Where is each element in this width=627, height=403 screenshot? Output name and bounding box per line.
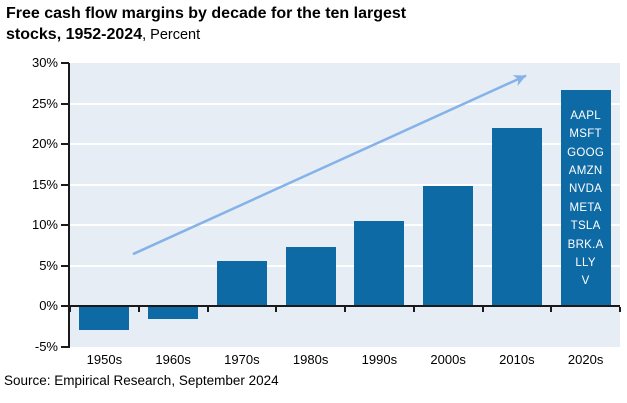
ticker-label: BRK.A — [567, 238, 604, 251]
ticker-label: AAPL — [570, 109, 601, 122]
x-axis-label: 1970s — [224, 352, 260, 367]
gridline-5 — [70, 264, 620, 267]
y-axis-label: 0% — [39, 298, 58, 314]
x-tick-6 — [481, 307, 484, 313]
x-axis-label: 2000s — [430, 352, 466, 367]
y-tick-30 — [61, 62, 69, 64]
y-axis-label: -5% — [34, 339, 58, 354]
bar-2020s: AAPL MSFT GOOG AMZN NVDA META TSLA BRK.A LLY V — [560, 89, 611, 306]
y-tick-10 — [61, 224, 69, 227]
x-axis-label: 1960s — [155, 352, 191, 367]
x-axis-label: 1980s — [292, 352, 329, 367]
bar-1950s — [79, 307, 130, 330]
y-axis-label: 10% — [31, 217, 58, 233]
gridline-25 — [70, 102, 620, 105]
x-tick-2 — [206, 307, 209, 313]
x-axis-label: 1990s — [361, 352, 398, 367]
y-axis-label: 25% — [31, 95, 58, 111]
bar-1980s — [285, 247, 336, 306]
ticker-label: TSLA — [570, 220, 601, 233]
bar-2010s — [491, 127, 542, 306]
x-axis-line — [68, 305, 620, 308]
x-axis-label: 2020s — [567, 352, 604, 367]
bar-ticker-list: AAPL MSFT GOOG AMZN NVDA META TSLA BRK.A LLY V — [561, 107, 611, 291]
y-axis-label: 20% — [31, 136, 58, 152]
y-tick--5 — [61, 346, 69, 348]
y-axis-label: 30% — [31, 55, 58, 70]
x-tick-4 — [344, 307, 346, 313]
y-tick-20 — [61, 143, 69, 146]
source-note: Source: Empirical Research, September 20… — [4, 373, 279, 388]
ticker-label: AMZN — [568, 164, 603, 177]
y-axis-label: 5% — [39, 257, 58, 273]
ticker-label: NVDA — [569, 183, 603, 196]
y-axis-label: 15% — [31, 176, 58, 192]
ticker-label: GOOG — [567, 146, 605, 159]
y-tick-5 — [61, 264, 69, 267]
chart-title-line1: Free cash flow margins by decade for the… — [6, 5, 407, 22]
bar-1990s — [354, 221, 405, 306]
y-tick-15 — [61, 183, 69, 186]
ticker-label: LLY — [575, 257, 596, 270]
x-tick-1 — [137, 307, 140, 313]
y-tick-0 — [61, 305, 69, 308]
x-axis-label: 1950s — [86, 352, 123, 367]
x-tick-0 — [69, 307, 71, 313]
x-axis-label: 2010s — [499, 352, 535, 367]
ticker-label: MSFT — [569, 128, 602, 141]
ticker-label: V — [581, 275, 590, 288]
x-tick-3 — [275, 307, 278, 313]
x-tick-7 — [550, 307, 553, 313]
chart-title: Free cash flow margins by decade for the… — [6, 3, 606, 46]
ticker-label: META — [569, 201, 602, 214]
bar-2000s — [423, 185, 474, 306]
y-axis-line — [68, 63, 70, 348]
x-tick-5 — [412, 307, 415, 313]
chart-title-line2: stocks, 1952-2024 — [6, 26, 143, 43]
chart-title-units: , Percent — [142, 27, 201, 43]
x-tick-8 — [619, 307, 621, 313]
bar-1970s — [216, 260, 267, 306]
y-tick-25 — [61, 102, 69, 105]
bar-1960s — [148, 307, 199, 319]
